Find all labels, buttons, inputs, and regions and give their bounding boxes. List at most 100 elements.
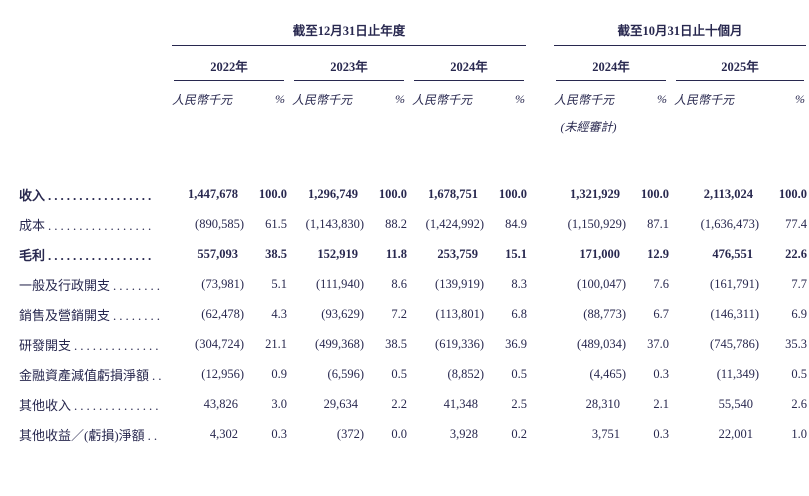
value-cell: (161,791) xyxy=(710,276,759,291)
column-gap xyxy=(529,179,551,209)
dot-leader: ................. xyxy=(48,247,155,263)
value-cell: (8,852) xyxy=(447,366,484,381)
row-label: 金融資產減值虧損淨額.. xyxy=(19,367,165,383)
row-label: 一般及行政開支........ xyxy=(19,277,164,293)
column-gap xyxy=(529,239,551,269)
percent-cell: 6.8 xyxy=(511,306,527,321)
table-row: 金融資產減值虧損淨額.. (12,956) 0.9 (6,596) 0.5 (8,852)… xyxy=(13,359,809,389)
percent-cell: 6.7 xyxy=(653,306,669,321)
value-cell: 1,296,749 xyxy=(308,186,358,201)
percent-cell: 77.4 xyxy=(785,216,807,231)
percent-cell: 12.9 xyxy=(647,246,669,261)
table-body: 收入................. 1,447,678 100.0 1,296,7… xyxy=(13,179,809,449)
value-cell: (12,956) xyxy=(201,366,244,381)
value-cell: (73,981) xyxy=(201,276,244,291)
percent-cell: 21.1 xyxy=(265,336,287,351)
percent-cell: 87.1 xyxy=(647,216,669,231)
year-header-2023: 2023年 xyxy=(289,46,409,81)
year-header-2022: 2022年 xyxy=(169,46,289,81)
value-cell: (1,636,473) xyxy=(700,216,759,231)
dot-leader: ........ xyxy=(113,277,164,293)
percent-cell: 84.9 xyxy=(505,216,527,231)
percent-cell: 0.9 xyxy=(271,366,287,381)
value-cell: (146,311) xyxy=(710,306,760,321)
percent-cell: 3.0 xyxy=(271,396,287,411)
value-cell: (139,919) xyxy=(435,276,484,291)
year-header-2025: 2025年 xyxy=(671,46,809,81)
value-cell: 29,634 xyxy=(323,396,358,411)
percent-cell: 2.1 xyxy=(653,396,669,411)
value-cell: (11,349) xyxy=(716,366,759,381)
value-cell: (1,143,830) xyxy=(305,216,364,231)
percent-cell: 7.6 xyxy=(653,276,669,291)
document-page: 截至12月31日止年度 截至10月31日止十個月 2022年 2023年 202… xyxy=(13,20,809,449)
percent-cell: 6.9 xyxy=(791,306,807,321)
percent-cell: 7.2 xyxy=(391,306,407,321)
value-cell: 1,321,929 xyxy=(570,186,620,201)
column-gap xyxy=(529,110,551,135)
value-cell: 28,310 xyxy=(585,396,620,411)
value-cell: 3,928 xyxy=(449,426,478,441)
table-row: 收入................. 1,447,678 100.0 1,296,7… xyxy=(13,179,809,209)
percent-cell: 36.9 xyxy=(505,336,527,351)
row-label: 毛利................. xyxy=(19,247,155,263)
percent-cell: 100.0 xyxy=(498,186,527,201)
unaudited-note: (未經審計) xyxy=(560,120,617,134)
percent-cell: 0.5 xyxy=(511,366,527,381)
percent-cell: 100.0 xyxy=(378,186,407,201)
dot-leader: .. xyxy=(147,427,161,443)
value-cell: 22,001 xyxy=(718,426,753,441)
value-cell: (113,801) xyxy=(435,306,485,321)
year-header-2024-ten-months: 2024年 xyxy=(551,46,671,81)
percent-cell: 38.5 xyxy=(265,246,287,261)
table-row: 研發開支.............. (304,724) 21.1 (499,368)… xyxy=(13,329,809,359)
value-cell: 43,826 xyxy=(203,396,238,411)
column-gap xyxy=(529,329,551,359)
row-label: 成本................. xyxy=(19,217,155,233)
value-cell: (745,786) xyxy=(710,336,759,351)
unit-header: 人民幣千元 xyxy=(412,93,473,107)
value-cell: 152,919 xyxy=(317,246,358,261)
percent-header: % xyxy=(795,92,805,106)
percent-cell: 100.0 xyxy=(640,186,669,201)
value-cell: (489,034) xyxy=(577,336,626,351)
value-cell: (1,424,992) xyxy=(425,216,484,231)
value-cell: (6,596) xyxy=(327,366,364,381)
percent-cell: 0.2 xyxy=(511,426,527,441)
value-cell: (890,585) xyxy=(195,216,244,231)
dot-leader: .. xyxy=(152,367,165,383)
row-label: 其他收入.............. xyxy=(19,397,162,413)
period-group-ten-months: 截至10月31日止十個月 xyxy=(551,20,809,46)
column-gap xyxy=(529,81,551,110)
period-group-title: 截至12月31日止年度 xyxy=(172,20,526,46)
percent-cell: 2.6 xyxy=(791,396,807,411)
value-cell: 1,447,678 xyxy=(188,186,238,201)
percent-cell: 100.0 xyxy=(778,186,807,201)
table-row: 一般及行政開支........ (73,981) 5.1 (111,940) 8.6 (1… xyxy=(13,269,809,299)
row-label: 研發開支.............. xyxy=(19,337,162,353)
percent-cell: 35.3 xyxy=(785,336,807,351)
value-cell: 55,540 xyxy=(718,396,753,411)
value-cell: 557,093 xyxy=(197,246,238,261)
percent-cell: 0.5 xyxy=(391,366,407,381)
percent-cell: 4.3 xyxy=(271,306,287,321)
table-row: 銷售及營銷開支........ (62,478) 4.3 (93,629) 7.2 (11… xyxy=(13,299,809,329)
period-group-title: 截至10月31日止十個月 xyxy=(554,20,806,46)
percent-header: % xyxy=(395,92,405,106)
value-cell: (93,629) xyxy=(321,306,364,321)
year-header-2024: 2024年 xyxy=(409,46,529,81)
unit-header: 人民幣千元 xyxy=(292,93,353,107)
period-group-annual: 截至12月31日止年度 xyxy=(169,20,529,46)
percent-cell: 2.5 xyxy=(511,396,527,411)
percent-cell: 38.5 xyxy=(385,336,407,351)
row-label: 其他收益／(虧損)淨額.. xyxy=(19,427,161,443)
column-gap xyxy=(529,299,551,329)
value-cell: (4,465) xyxy=(589,366,626,381)
percent-cell: 0.3 xyxy=(653,426,669,441)
dot-leader: ........ xyxy=(113,307,164,323)
dot-leader: .............. xyxy=(74,397,162,413)
dot-leader: .............. xyxy=(74,337,162,353)
percent-cell: 2.2 xyxy=(391,396,407,411)
column-gap xyxy=(529,269,551,299)
percent-cell: 8.6 xyxy=(391,276,407,291)
